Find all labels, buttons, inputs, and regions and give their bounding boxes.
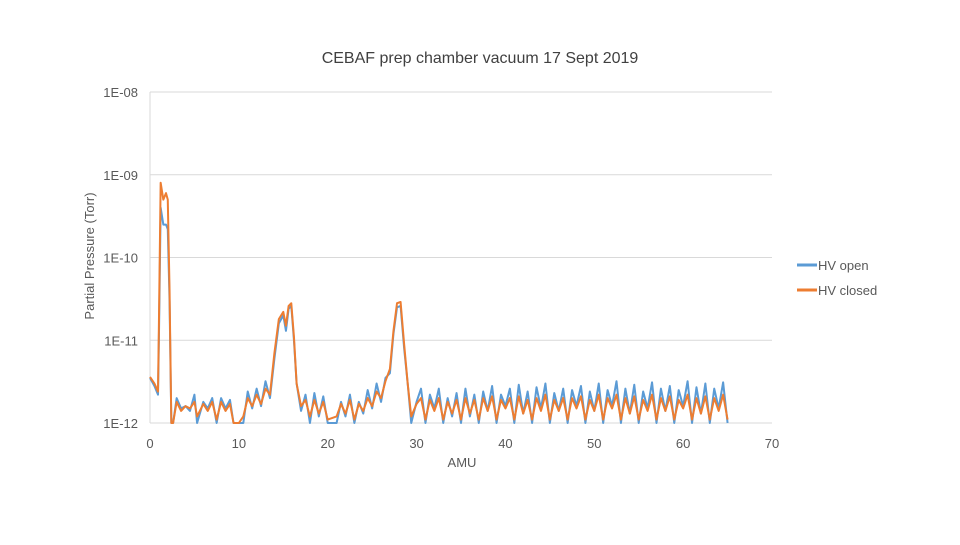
legend-label: HV open — [818, 258, 869, 273]
y-tick-label: 1E-08 — [103, 85, 138, 100]
legend-item: HV closed — [797, 283, 877, 298]
y-tick-label: 1E-12 — [103, 416, 138, 431]
y-tick-label: 1E-10 — [103, 251, 138, 266]
x-tick-label: 0 — [146, 436, 153, 451]
x-tick-label: 20 — [320, 436, 334, 451]
x-tick-label: 30 — [409, 436, 423, 451]
x-tick-label: 60 — [676, 436, 690, 451]
y-tick-label: 1E-11 — [104, 333, 138, 348]
series-line-hv-closed — [149, 181, 729, 424]
gridlines — [149, 91, 772, 424]
y-axis-label: Partial Pressure (Torr) — [82, 192, 97, 319]
y-tick-label: 1E-09 — [103, 168, 138, 183]
series-line-hv-open — [149, 206, 729, 424]
x-tick-label: 40 — [498, 436, 512, 451]
legend-item: HV open — [797, 258, 869, 273]
x-axis-label: AMU — [448, 455, 477, 470]
x-tick-label: 10 — [232, 436, 246, 451]
tick-labels: 1E-12 1E-11 1E-10 1E-09 1E-08 0 10 20 30 40 50 60 70 — [103, 85, 779, 451]
legend: HV open HV closed — [797, 258, 877, 298]
x-tick-label: 50 — [587, 436, 601, 451]
series-lines — [149, 181, 729, 424]
chart-title: CEBAF prep chamber vacuum 17 Sept 2019 — [322, 50, 639, 67]
legend-label: HV closed — [818, 283, 877, 298]
x-tick-label: 70 — [765, 436, 779, 451]
